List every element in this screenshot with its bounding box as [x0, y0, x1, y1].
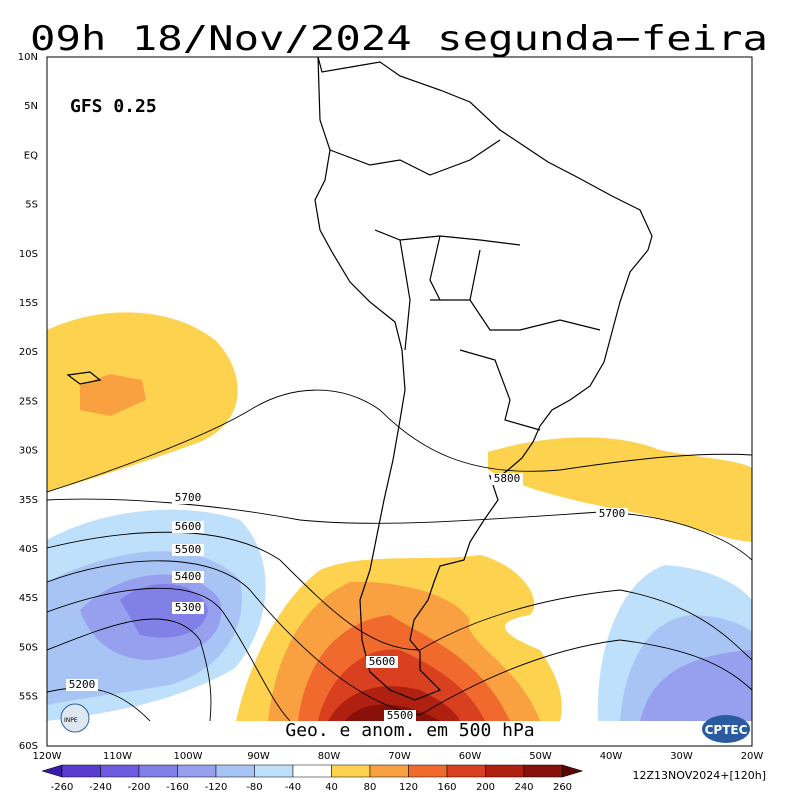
colorbar-bin — [408, 764, 448, 778]
colorbar-bin — [61, 764, 101, 778]
colorbar-label: -40 — [285, 782, 301, 793]
contour-label-bg — [384, 710, 416, 722]
colorbar-bin — [523, 764, 563, 778]
lon-label: 40W — [600, 751, 623, 762]
lat-label: 5N — [24, 101, 38, 112]
contour-label-bg — [596, 508, 628, 520]
lon-label: 30W — [670, 751, 693, 762]
axis-labels: 10N 5N EQ 5S 10S 15S 20S 25S 30S 35S 40S 45S 50S 55S 6… — [18, 52, 764, 762]
lat-label: 15S — [19, 298, 38, 309]
cptec-text: CPTEC — [705, 723, 748, 737]
contour-label-bg — [172, 544, 204, 556]
footer-text: Geo. e anom. em 500 hPa — [285, 720, 534, 741]
lat-label: 35S — [19, 495, 38, 506]
contours — [47, 389, 752, 721]
lat-label: 50S — [19, 642, 38, 653]
colorbar-bin — [100, 764, 140, 778]
colorbar-end — [562, 764, 584, 778]
contour-labels: 5700 5600 5500 5400 5300 5200 5800 5700 5600 5500 — [66, 472, 628, 722]
lat-label: 25S — [19, 396, 38, 407]
lon-label: 120W — [33, 751, 62, 762]
inpe-logo — [60, 703, 90, 733]
colorbar-label: -260 — [51, 782, 74, 793]
colorbar-bin — [254, 764, 294, 778]
colorbar-label: 240 — [514, 782, 533, 793]
lon-label: 20W — [741, 751, 764, 762]
contour-label-bg — [366, 656, 398, 668]
contour-label: 5200 — [69, 678, 96, 691]
contour-label: 5700 — [599, 507, 626, 520]
colorbar-label: -240 — [89, 782, 112, 793]
colorbar-bin — [485, 764, 525, 778]
lon-label: 50W — [529, 751, 552, 762]
colorbar-bin — [215, 764, 255, 778]
anomaly-shading — [47, 312, 752, 721]
contour-label: 5300 — [175, 601, 202, 614]
contour-label-bg — [172, 521, 204, 533]
colorbar-label: 40 — [325, 782, 338, 793]
contour-label-bg — [172, 492, 204, 504]
colorbar-bin — [331, 764, 371, 778]
cptec-logo — [702, 715, 750, 743]
lat-label: 40S — [19, 544, 38, 555]
lat-label: 30S — [19, 446, 38, 457]
colorbar: -260 -240 -200 -160 -120 -80 -40 40 80 120 160 200 2… — [41, 764, 584, 793]
colorbar-bin — [369, 764, 409, 778]
colorbar-label: 200 — [476, 782, 495, 793]
colorbar-label: 80 — [364, 782, 377, 793]
lat-label: 55S — [19, 692, 38, 703]
coastline — [66, 57, 653, 701]
colorbar-bin — [446, 764, 486, 778]
lon-label: 90W — [247, 751, 270, 762]
lon-label: 70W — [388, 751, 411, 762]
colorbar-bin — [292, 764, 332, 778]
colorbar-label: 160 — [437, 782, 456, 793]
contour-label-bg — [66, 679, 98, 691]
colorbar-bin — [177, 764, 217, 778]
contour-label: 5500 — [175, 543, 202, 556]
lat-label: EQ — [24, 150, 38, 161]
lon-label: 100W — [174, 751, 203, 762]
lat-label: 10N — [18, 52, 38, 63]
lat-label: 45S — [19, 593, 38, 604]
inpe-text: INPE — [64, 717, 78, 724]
colorbar-label: -200 — [128, 782, 151, 793]
run-label: 12Z13NOV2024+[120h] — [632, 769, 766, 782]
contour-label: 5600 — [369, 655, 396, 668]
model-label: GFS 0.25 — [70, 96, 157, 117]
contour-label-bg — [491, 473, 523, 485]
lat-label: 20S — [19, 347, 38, 358]
contour-label-bg — [172, 571, 204, 583]
contour-label: 5600 — [175, 520, 202, 533]
colorbar-label: -120 — [205, 782, 228, 793]
contour-label: 5800 — [494, 472, 521, 485]
colorbar-end — [41, 764, 63, 778]
lon-label: 110W — [103, 751, 132, 762]
title: 09h 18/Nov/2024 segunda−feira — [30, 19, 768, 59]
lat-label: 5S — [25, 200, 38, 211]
lon-label: 60W — [459, 751, 482, 762]
contour-label: 5500 — [387, 709, 414, 722]
colorbar-label: 120 — [399, 782, 418, 793]
colorbar-label: 260 — [553, 782, 572, 793]
map-frame — [46, 56, 753, 747]
contour-label: 5400 — [175, 570, 202, 583]
contour-label-bg — [172, 602, 204, 614]
colorbar-label: -80 — [246, 782, 262, 793]
lon-label: 80W — [318, 751, 341, 762]
contour-label: 5700 — [175, 491, 202, 504]
lat-label: 10S — [19, 249, 38, 260]
colorbar-label: -160 — [166, 782, 189, 793]
lat-label: 60S — [19, 741, 38, 752]
colorbar-bin — [138, 764, 178, 778]
